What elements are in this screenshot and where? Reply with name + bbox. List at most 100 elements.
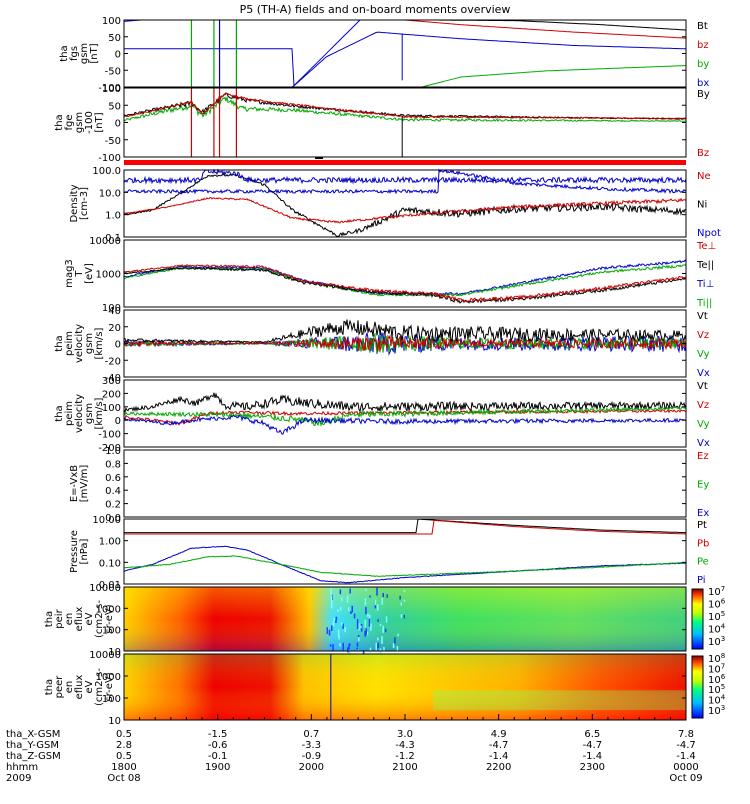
ion-spectrogram-shade bbox=[124, 587, 686, 651]
y-tick-label: 1000 bbox=[96, 672, 121, 683]
y-axis-label: [nPa] bbox=[79, 538, 90, 564]
x-row-label: tha_X-GSM bbox=[6, 729, 60, 740]
y-axis-label: [nT] bbox=[94, 112, 105, 132]
y-tick-label: 0.0 bbox=[105, 513, 121, 524]
ion-spectrogram-speckle bbox=[346, 595, 349, 603]
ion-spectrogram-speckle bbox=[377, 604, 379, 611]
y-axis-label: gsm bbox=[74, 112, 85, 133]
trace-vt bbox=[123, 319, 687, 344]
panel-density: 100.0 10.0 1.0 0.1 Density [cm-3] Ne Ni Npot bbox=[69, 166, 721, 244]
x-tick-value: 0000 bbox=[673, 762, 698, 773]
y-axis-label: tha bbox=[54, 405, 65, 421]
ion-spectrogram-speckle bbox=[350, 611, 352, 614]
colorbar-exponent: 6 bbox=[721, 598, 726, 606]
ion-spectrogram-speckle bbox=[358, 623, 360, 631]
y-axis-label: (cm2-s- bbox=[94, 668, 105, 706]
legend-entry: Vt bbox=[697, 381, 708, 392]
panel-temp: 10000 1000 100 mag3 T [eV] Te⊥ Te|| Ti⊥ Ti|| bbox=[64, 236, 716, 314]
x-tick-value: -4.7 bbox=[583, 740, 603, 751]
y-tick-label: 1000 bbox=[96, 270, 121, 281]
trace-bz bbox=[124, 19, 687, 39]
separator-mark bbox=[315, 157, 324, 159]
ion-spectrogram-speckle bbox=[382, 593, 384, 598]
y-axis-label: [km/s] bbox=[94, 397, 105, 429]
y-tick-label: 100.0 bbox=[92, 166, 121, 177]
y-axis-label: Density bbox=[69, 184, 80, 222]
legend-entry: Bt bbox=[697, 21, 708, 32]
legend-entry: Vz bbox=[697, 400, 709, 411]
ion-spectrogram-speckle bbox=[357, 635, 360, 638]
x-day-label: Oct 08 bbox=[107, 773, 140, 784]
legend-entry: Npot bbox=[697, 228, 721, 239]
y-axis-label: tha bbox=[44, 679, 55, 695]
y-axis-label: [nT] bbox=[89, 43, 100, 63]
y-tick-label: 0 bbox=[115, 340, 121, 351]
colorbar-exponent: 4 bbox=[721, 694, 726, 702]
colorbar-base: 10 bbox=[708, 625, 721, 636]
trace-bt bbox=[124, 19, 687, 31]
ion-spectrogram-speckle bbox=[348, 650, 351, 657]
y-tick-label: 100 bbox=[102, 403, 121, 414]
y-axis-label: peim bbox=[64, 331, 75, 356]
ion-spectrogram-speckle bbox=[353, 613, 356, 619]
colorbar-base: 10 bbox=[708, 685, 721, 696]
y-tick-label: 100 bbox=[102, 16, 121, 27]
x-tick-value: -4.7 bbox=[676, 740, 696, 751]
colorbar-exponent: 3 bbox=[721, 704, 725, 712]
y-axis-label: eflux bbox=[74, 607, 85, 632]
ion-spectrogram-speckle bbox=[375, 642, 377, 651]
ion-spectrogram-speckle bbox=[386, 594, 388, 598]
y-tick-label: -100 bbox=[98, 153, 121, 164]
y-tick-label: 0.1 bbox=[105, 233, 121, 244]
y-tick-label: 10 bbox=[108, 716, 121, 727]
y-axis-label: en bbox=[64, 613, 75, 626]
ion-spectrogram-speckle bbox=[400, 614, 403, 618]
legend-entry: Vz bbox=[697, 330, 709, 341]
panel-ion_spec: 10000 1000 100 10 tha peir en eflux eV (cm2-s-sr-… bbox=[44, 583, 726, 658]
ion-spectrogram-speckle bbox=[356, 619, 359, 624]
panel-frame bbox=[123, 379, 687, 448]
x-tick-value: 4.9 bbox=[491, 729, 507, 740]
ion-spectrogram-speckle bbox=[339, 589, 342, 595]
legend-entry: Pi bbox=[697, 575, 706, 586]
ion-spectrogram-speckle bbox=[356, 622, 359, 630]
ion-spectrogram-speckle bbox=[396, 645, 399, 652]
legend-entry: Ni bbox=[697, 200, 707, 211]
colorbar-base: 10 bbox=[708, 654, 721, 665]
y-tick-label: 10 bbox=[108, 647, 121, 658]
y-axis-label: [cm-3] bbox=[79, 187, 90, 220]
colorbar-label: 104 bbox=[708, 694, 726, 707]
ion-spectrogram-speckle bbox=[377, 637, 379, 641]
y-tick-label: 0.8 bbox=[105, 459, 121, 470]
x-tick-value: -4.3 bbox=[395, 740, 415, 751]
colorbar-label: 105 bbox=[708, 683, 725, 696]
panel-frame bbox=[123, 518, 687, 585]
ion-spectrogram-speckle bbox=[337, 629, 340, 637]
x-tick-value: -1.2 bbox=[395, 751, 415, 762]
y-axis-label: [mV/m] bbox=[79, 465, 90, 503]
y-tick-label: 20 bbox=[108, 323, 121, 334]
y-tick-label: 0.01 bbox=[99, 580, 121, 591]
trace-ne bbox=[123, 197, 687, 224]
ion-spectrogram-speckle bbox=[360, 625, 362, 629]
y-axis-label: tha bbox=[54, 114, 65, 130]
x-row-label: 2009 bbox=[6, 773, 31, 784]
y-tick-label: -50 bbox=[105, 136, 121, 147]
colorbar-exponent: 7 bbox=[721, 662, 725, 670]
y-tick-label: 1.0 bbox=[105, 446, 121, 457]
legend-entry: Pe bbox=[697, 557, 709, 568]
ion-spectrogram-speckle bbox=[399, 595, 401, 600]
trace-te-perp bbox=[123, 264, 687, 303]
y-tick-label: -40 bbox=[105, 373, 121, 384]
trace-pi bbox=[123, 545, 687, 584]
ion-spectrogram-speckle bbox=[400, 602, 402, 606]
ion-spectrogram-speckle bbox=[374, 602, 377, 609]
x-tick-value: -1.4 bbox=[676, 751, 696, 762]
ion-spectrogram-speckle bbox=[364, 598, 367, 606]
legend-entry: Vy bbox=[697, 419, 710, 430]
ion-spectrogram-speckle bbox=[369, 647, 372, 653]
x-row-label: hhmm bbox=[6, 762, 38, 773]
colorbar-label: 107 bbox=[708, 662, 725, 675]
